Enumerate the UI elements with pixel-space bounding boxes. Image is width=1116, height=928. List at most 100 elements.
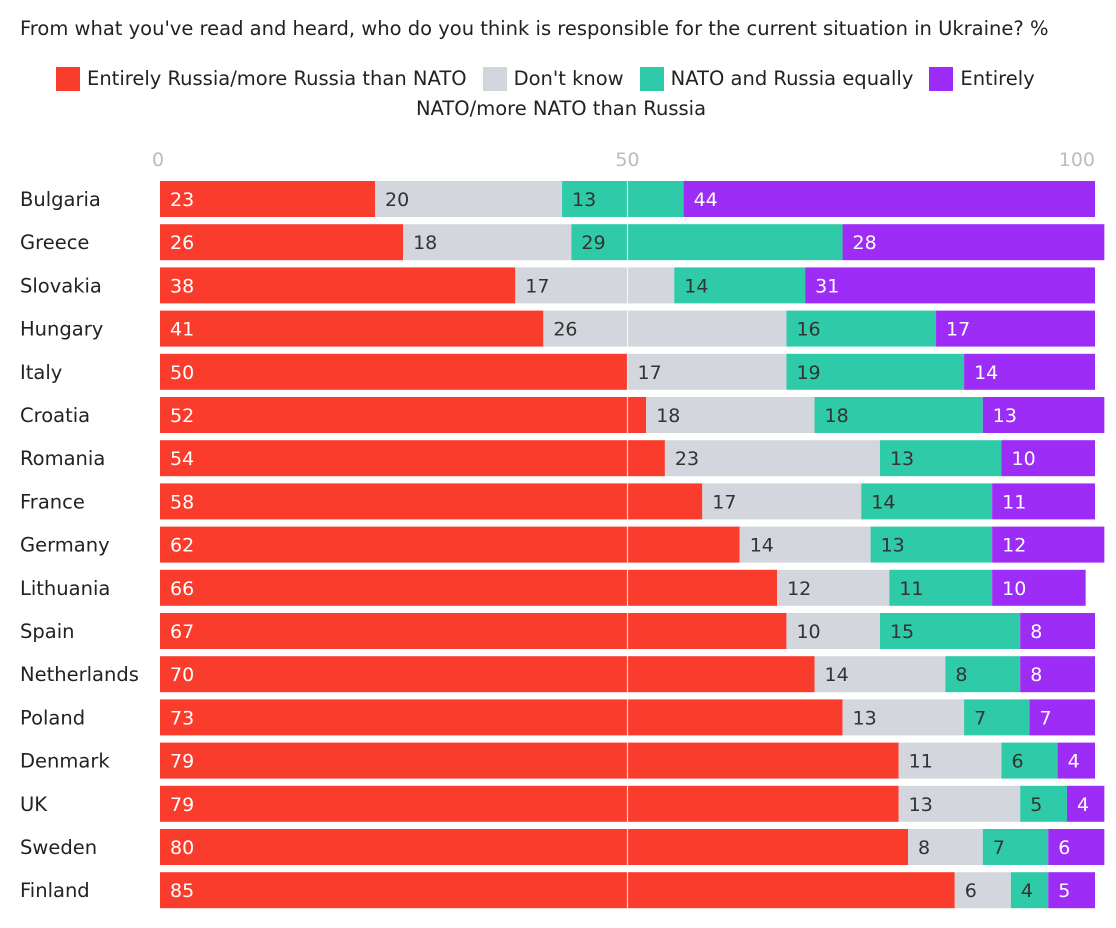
bar-segment xyxy=(562,181,684,217)
category-label: Italy xyxy=(20,361,62,384)
bar-value-label: 13 xyxy=(572,189,596,211)
bar-value-label: 11 xyxy=(909,751,933,773)
category-label: Germany xyxy=(20,534,110,557)
bar-value-label: 8 xyxy=(955,664,967,686)
legend-item-equally: NATO and Russia equally xyxy=(639,64,914,94)
legend-item-dont-know: Don't know xyxy=(482,64,624,94)
bar-value-label: 17 xyxy=(525,275,549,297)
legend-label-equally: NATO and Russia equally xyxy=(670,67,914,90)
bar-value-label: 54 xyxy=(170,448,194,470)
bar-segment xyxy=(1066,785,1105,822)
bar-value-label: 11 xyxy=(899,578,923,600)
bar-segment xyxy=(814,397,983,433)
bar-segment xyxy=(160,872,955,909)
bar-value-label: 13 xyxy=(909,794,933,816)
bar-value-label: 17 xyxy=(712,491,736,513)
bar-value-label: 10 xyxy=(1012,448,1036,470)
bar-segment xyxy=(515,267,675,304)
bar-segment xyxy=(1001,440,1095,477)
bar-segment xyxy=(160,483,703,520)
x-tick-label: 50 xyxy=(615,149,639,171)
bar-value-label: 20 xyxy=(385,189,409,211)
bar-value-label: 79 xyxy=(170,794,194,816)
bar-segment xyxy=(160,181,376,217)
bar-segment xyxy=(160,440,665,477)
bar-segment xyxy=(160,829,908,865)
bar-segment xyxy=(879,440,1002,477)
bar-value-label: 17 xyxy=(638,362,662,384)
bar-segment xyxy=(627,353,787,390)
category-label: Slovakia xyxy=(20,274,102,297)
bar-segment xyxy=(842,224,1105,261)
bar-value-label: 4 xyxy=(1068,751,1080,773)
bar-value-label: 7 xyxy=(993,837,1005,859)
bar-segment xyxy=(1020,656,1095,693)
bar-value-label: 52 xyxy=(170,405,194,427)
legend-swatch-dont-know xyxy=(482,67,507,91)
bar-value-label: 23 xyxy=(675,448,699,470)
category-label: France xyxy=(20,490,85,513)
bar-value-label: 26 xyxy=(170,232,194,254)
bar-value-label: 8 xyxy=(918,837,930,859)
bar-segment xyxy=(160,353,628,390)
category-label: Lithuania xyxy=(20,577,110,600)
bar-segment xyxy=(571,224,843,261)
bar-segment xyxy=(674,267,806,304)
bar-value-label: 8 xyxy=(1030,621,1042,643)
bar-value-label: 67 xyxy=(170,621,194,643)
category-label: Bulgaria xyxy=(20,188,101,211)
bar-value-label: 14 xyxy=(825,664,849,686)
legend-item-russia: Entirely Russia/more Russia than NATO xyxy=(56,64,467,94)
bar-segment xyxy=(160,742,899,779)
bar-segment xyxy=(543,310,787,347)
bar-segment xyxy=(1001,742,1058,779)
bar-segment xyxy=(898,785,1021,822)
bar-segment xyxy=(1010,872,1049,909)
legend-label-dont-know: Don't know xyxy=(513,67,624,90)
bar-value-label: 8 xyxy=(1030,664,1042,686)
bar-segment xyxy=(160,785,899,822)
bar-segment xyxy=(160,699,843,736)
bar-segment xyxy=(375,181,563,217)
bar-value-label: 28 xyxy=(853,232,877,254)
bar-segment xyxy=(646,397,815,433)
legend-swatch-russia xyxy=(56,67,80,91)
bar-segment xyxy=(964,699,1030,736)
bar-segment xyxy=(992,569,1086,606)
bar-segment xyxy=(898,742,1002,779)
bar-segment xyxy=(160,310,544,347)
bar-segment xyxy=(160,224,404,261)
bar-segment xyxy=(945,656,1021,693)
bar-value-label: 13 xyxy=(890,448,914,470)
bar-segment xyxy=(1029,699,1095,736)
bar-segment xyxy=(992,483,1095,520)
bar-segment xyxy=(805,267,1095,304)
bar-value-label: 13 xyxy=(853,707,877,729)
bar-value-label: 85 xyxy=(170,880,194,902)
bar-value-label: 15 xyxy=(890,621,914,643)
category-label: Poland xyxy=(20,706,85,729)
bar-value-label: 18 xyxy=(825,405,849,427)
category-label: Denmark xyxy=(20,750,110,773)
bar-value-label: 7 xyxy=(1040,707,1052,729)
stacked-bar-chart: 0 50 100 Bulgaria Greece Slovakia Hungary Ital… xyxy=(20,149,1105,911)
x-tick-label: 100 xyxy=(1059,149,1095,171)
bar-value-label: 16 xyxy=(796,319,820,341)
chart-title: From what you've read and heard, who do … xyxy=(20,17,1049,40)
category-label: Netherlands xyxy=(20,663,139,686)
legend-label-russia: Entirely Russia/more Russia than NATO xyxy=(87,67,467,90)
bar-segment xyxy=(160,526,740,563)
bar-segment xyxy=(842,699,965,736)
bar-value-label: 14 xyxy=(684,275,708,297)
bar-value-label: 23 xyxy=(170,189,194,211)
legend-swatch-equally xyxy=(639,67,664,91)
bar-segment xyxy=(160,397,647,433)
legend-label-nato-continuation: NATO/more NATO than Russia xyxy=(415,97,707,120)
bar-value-label: 5 xyxy=(1030,794,1042,816)
bar-value-label: 10 xyxy=(1002,578,1026,600)
bar-value-label: 38 xyxy=(170,275,194,297)
bar-segment xyxy=(954,872,1011,909)
bar-value-label: 26 xyxy=(553,319,577,341)
bar-value-label: 13 xyxy=(993,405,1017,427)
bar-value-label: 14 xyxy=(871,491,895,513)
